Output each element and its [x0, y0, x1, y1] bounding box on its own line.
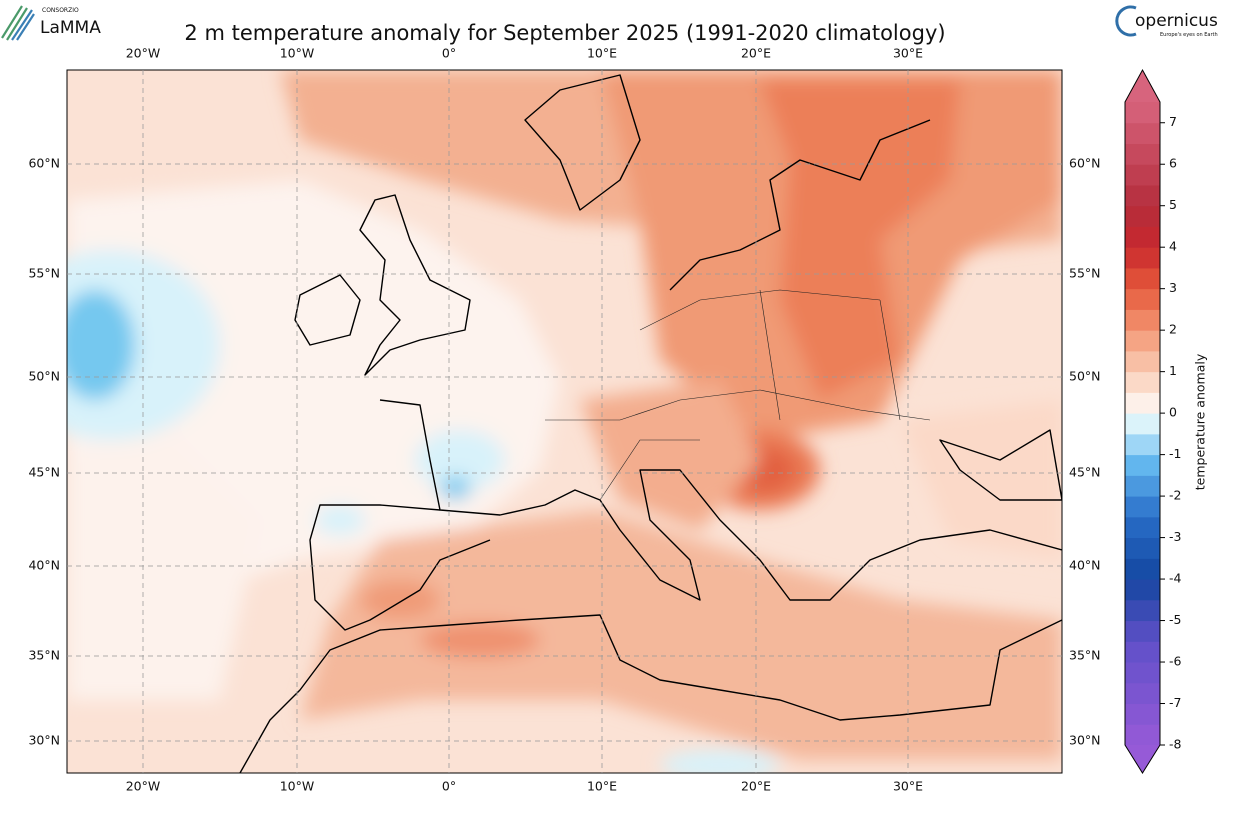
lon-label-bottom: 10°E — [587, 779, 617, 794]
colorbar-swatch — [1125, 267, 1160, 290]
colorbar-tick-label: -8 — [1169, 737, 1182, 752]
colorbar-swatch — [1125, 579, 1160, 601]
colorbar-swatch — [1125, 703, 1160, 725]
colorbar-tick-label: -7 — [1169, 695, 1181, 710]
colorbar-swatch — [1125, 143, 1160, 165]
colorbar-tick-label: -6 — [1169, 654, 1182, 669]
lat-label-right: 45°N — [1069, 465, 1101, 480]
colorbar-swatch — [1125, 205, 1160, 227]
colorbar-swatch — [1125, 537, 1160, 559]
logo-c-mark — [1115, 5, 1137, 37]
lat-label-left: 60°N — [28, 156, 60, 171]
country-border — [545, 289, 931, 501]
colorbar-swatch — [1125, 662, 1160, 684]
lon-label-top: 30°E — [893, 46, 923, 61]
colorbar-swatch — [1125, 682, 1160, 705]
lon-label-bottom: 30°E — [893, 779, 923, 794]
anomaly-field — [67, 70, 1062, 773]
coastline — [379, 399, 1062, 601]
colorbar-swatch — [1125, 620, 1160, 642]
colorbar-swatch — [1125, 288, 1160, 310]
colorbar-tick-label: 2 — [1169, 322, 1177, 337]
logo-lamma: CONSORZIO LaMMA — [1, 5, 101, 41]
lon-label-top: 10°W — [280, 46, 315, 61]
lat-label-left: 40°N — [28, 558, 60, 573]
colorbar-swatch — [1125, 226, 1160, 248]
coastline — [309, 504, 491, 631]
lon-label-bottom: 20°E — [741, 779, 771, 794]
map-frame — [66, 69, 1063, 774]
colorbar-tick-label: -1 — [1169, 446, 1181, 461]
lat-label-left: 50°N — [28, 369, 60, 384]
colorbar-tick-label: 0 — [1169, 405, 1177, 420]
coastline — [294, 274, 361, 346]
colorbar-tick-label: 6 — [1169, 156, 1177, 171]
lat-label-right: 40°N — [1069, 558, 1101, 573]
lat-label-right: 30°N — [1069, 733, 1101, 748]
colorbar-extend-bottom — [1125, 745, 1160, 773]
lon-label-bottom: 10°W — [280, 779, 315, 794]
colorbar-swatch — [1125, 496, 1160, 518]
logo-tagline: Europe's eyes on Earth — [1160, 32, 1218, 38]
coastline — [524, 74, 641, 211]
colorbar-tick-label: 3 — [1169, 280, 1177, 295]
colorbar-swatch — [1125, 330, 1160, 352]
lat-label-right: 60°N — [1069, 156, 1101, 171]
lon-label-top: 10°E — [587, 46, 617, 61]
coastline — [939, 429, 1062, 501]
lat-label-left: 30°N — [28, 733, 60, 748]
colorbar-swatch — [1125, 164, 1160, 186]
colorbar-swatch — [1125, 184, 1160, 207]
colorbar: 7 6 5 4 3 2 1 0 -1 -2 -3 -4 -5 -6 -7 -8 — [1124, 68, 1182, 774]
colorbar-tick-label: -4 — [1169, 571, 1182, 586]
colorbar-swatch — [1125, 454, 1160, 476]
lat-label-right: 55°N — [1069, 266, 1101, 281]
colorbar-swatch — [1125, 102, 1160, 124]
lon-label-top: 0° — [442, 46, 456, 61]
colorbar-swatch — [1125, 433, 1160, 456]
colorbar-label: temperature anomaly — [1193, 353, 1208, 490]
logo-small-text: CONSORZIO — [42, 7, 79, 14]
colorbar-swatch — [1125, 599, 1160, 622]
coastline — [239, 614, 1062, 773]
colorbar-swatch — [1125, 309, 1160, 331]
colorbar-swatch — [1125, 392, 1160, 414]
colorbar-swatch — [1125, 558, 1160, 580]
lon-label-bottom: 0° — [442, 779, 456, 794]
logo-copernicus: opernicus Europe's eyes on Earth — [1115, 5, 1218, 38]
colorbar-swatch — [1125, 247, 1160, 269]
colorbar-tick-label: 1 — [1169, 363, 1177, 378]
graticule: 20°W 20°W 10°W 10°W 0° 0° 10°E 10°E 20°E 20°E 30°E… — [28, 46, 1100, 794]
lon-label-top: 20°W — [126, 46, 161, 61]
logo-name: opernicus — [1135, 11, 1218, 31]
colorbar-tick-label: 7 — [1169, 114, 1177, 129]
lon-label-bottom: 20°W — [126, 779, 161, 794]
logo-name: LaMMA — [40, 18, 101, 38]
colorbar-swatch — [1125, 350, 1160, 373]
lat-label-left: 35°N — [28, 648, 60, 663]
colorbar-tick-label: -3 — [1169, 529, 1181, 544]
lat-label-left: 55°N — [28, 266, 60, 281]
colorbar-swatch — [1125, 122, 1160, 144]
map-title: 2 m temperature anomaly for September 20… — [184, 21, 945, 45]
colorbar-swatch — [1125, 516, 1160, 539]
lat-label-right: 35°N — [1069, 648, 1101, 663]
colorbar-swatch — [1125, 724, 1160, 746]
lon-label-top: 20°E — [741, 46, 771, 61]
colorbar-swatch — [1125, 413, 1160, 435]
colorbar-swatch — [1125, 475, 1160, 497]
colorbar-extend-top — [1125, 70, 1160, 102]
colorbar-swatch — [1125, 641, 1160, 663]
colorbar-tick-label: 5 — [1169, 197, 1177, 212]
colorbar-tick-label: -5 — [1169, 612, 1181, 627]
colorbar-tick-label: 4 — [1169, 239, 1177, 254]
lat-label-left: 45°N — [28, 465, 60, 480]
colorbar-tick-label: -2 — [1169, 488, 1181, 503]
colorbar-swatch — [1125, 371, 1160, 393]
coastline — [359, 194, 471, 376]
lat-label-right: 50°N — [1069, 369, 1101, 384]
coastline — [669, 119, 931, 291]
